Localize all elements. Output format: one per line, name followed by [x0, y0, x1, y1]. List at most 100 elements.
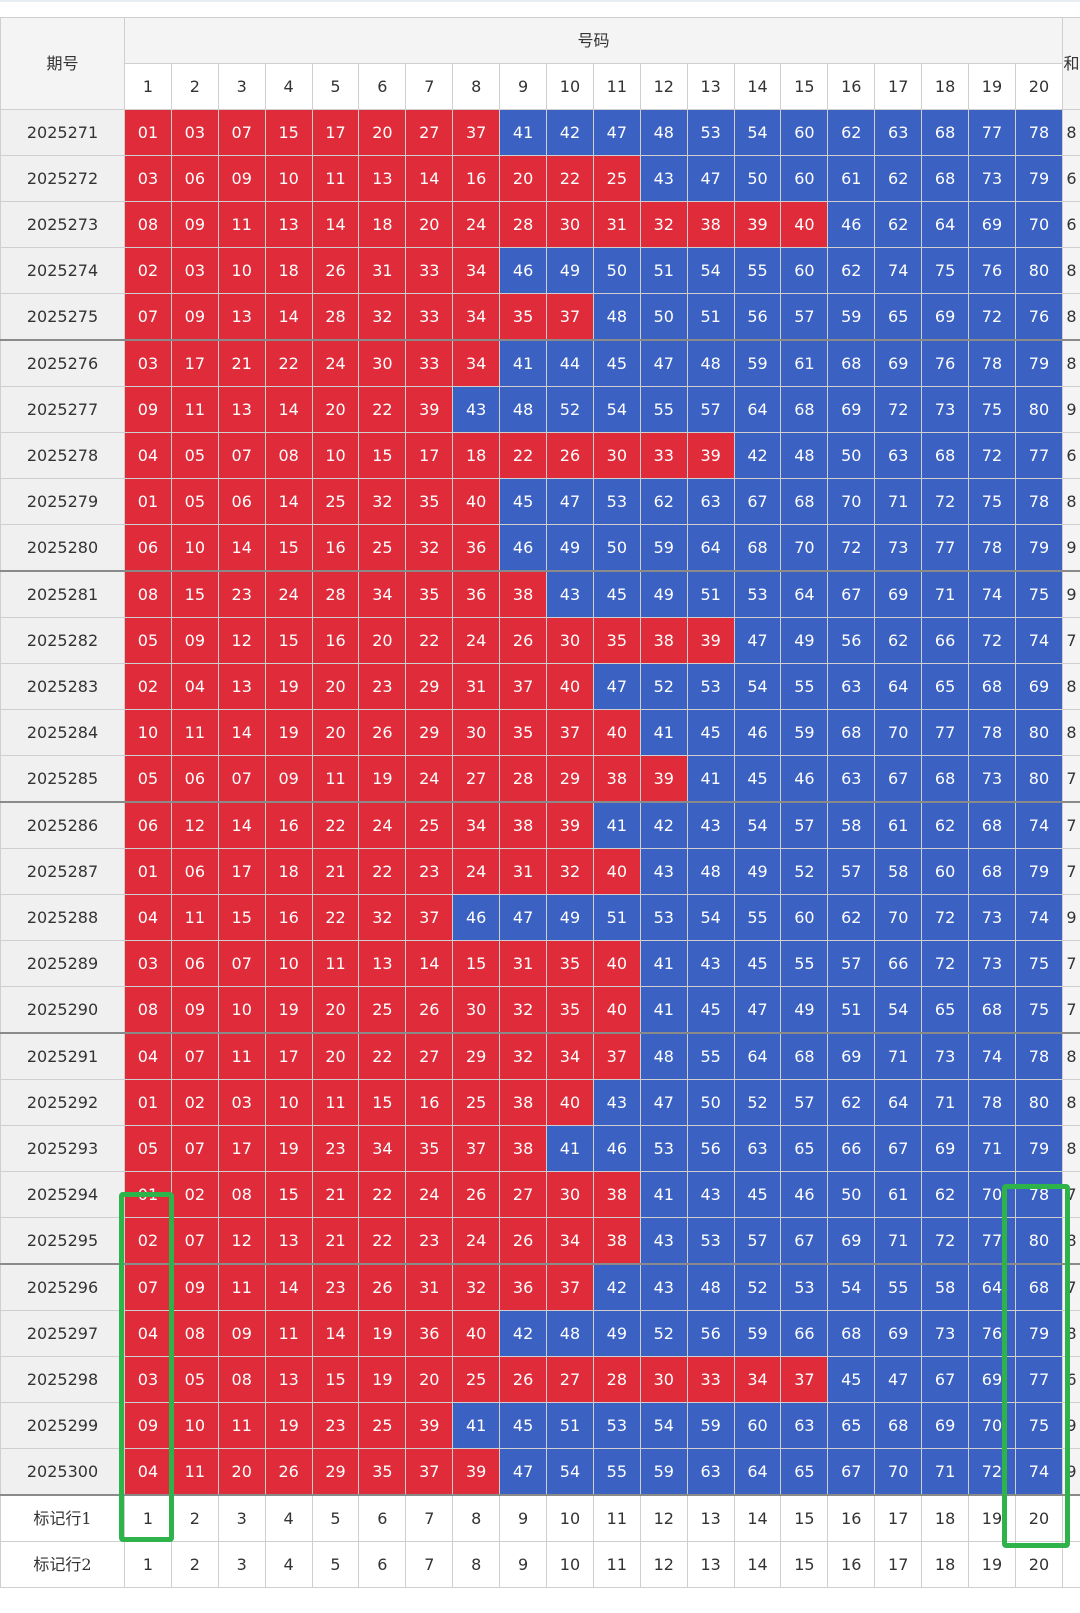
- number-cell: 17: [264, 1032, 313, 1080]
- sum-cell: 6: [1062, 432, 1080, 479]
- number-cell: 47: [499, 1448, 548, 1496]
- number-cell: 12: [217, 617, 266, 664]
- mark-cell[interactable]: 16: [827, 1541, 876, 1588]
- mark-cell[interactable]: 2: [170, 1541, 219, 1588]
- number-cell: 64: [686, 524, 735, 572]
- mark-cell[interactable]: 11: [592, 1541, 641, 1588]
- mark-cell[interactable]: 18: [921, 1494, 970, 1542]
- number-cell: 74: [968, 570, 1016, 618]
- mark-cell[interactable]: 2: [170, 1494, 219, 1542]
- number-cell: 68: [733, 524, 782, 572]
- number-cell: 11: [217, 1402, 266, 1449]
- number-cell: 69: [874, 1310, 923, 1357]
- number-cell: 58: [921, 1263, 970, 1311]
- mark-row-label: 标记行2: [0, 1541, 125, 1588]
- mark-cell[interactable]: 7: [405, 1541, 454, 1588]
- mark-cell[interactable]: 9: [499, 1494, 548, 1542]
- mark-cell[interactable]: 1: [124, 1541, 172, 1588]
- number-cell: 73: [921, 1032, 970, 1080]
- number-cell: 68: [827, 709, 876, 756]
- mark-cell[interactable]: 12: [639, 1494, 688, 1542]
- number-cell: 14: [217, 524, 266, 572]
- mark-cell[interactable]: 3: [217, 1541, 266, 1588]
- number-cell: 26: [358, 709, 407, 756]
- number-cell: 09: [217, 1310, 266, 1357]
- number-cell: 28: [499, 201, 548, 248]
- mark-cell[interactable]: 10: [546, 1541, 594, 1588]
- number-cell: 55: [592, 1448, 641, 1496]
- mark-cell[interactable]: 19: [968, 1494, 1016, 1542]
- mark-cell[interactable]: 15: [780, 1541, 829, 1588]
- mark-cell[interactable]: 14: [733, 1541, 782, 1588]
- number-cell: 62: [874, 201, 923, 248]
- mark-cell[interactable]: 16: [827, 1494, 876, 1542]
- mark-cell[interactable]: 20: [1014, 1494, 1064, 1542]
- mark-cell[interactable]: 7: [405, 1494, 454, 1542]
- number-cell: 14: [264, 293, 313, 341]
- number-cell: 25: [405, 801, 454, 849]
- mark-cell[interactable]: 11: [592, 1494, 641, 1542]
- number-cell: 53: [592, 1402, 641, 1449]
- number-cell: 11: [311, 155, 360, 202]
- number-cell: 44: [546, 339, 594, 387]
- mark-cell[interactable]: 13: [686, 1541, 735, 1588]
- period-cell: 2025281: [0, 570, 125, 618]
- number-cell: 10: [217, 986, 266, 1034]
- mark-cell[interactable]: 17: [874, 1494, 923, 1542]
- mark-cell[interactable]: 3: [217, 1494, 266, 1542]
- mark-cell[interactable]: 13: [686, 1494, 735, 1542]
- mark-cell[interactable]: 8: [452, 1494, 501, 1542]
- mark-cell[interactable]: 6: [358, 1541, 407, 1588]
- mark-cell[interactable]: 17: [874, 1541, 923, 1588]
- mark-cell[interactable]: 8: [452, 1541, 501, 1588]
- header-row: 期号 号码 和: [0, 17, 1080, 110]
- number-cell: 08: [170, 1310, 219, 1357]
- number-cell: 15: [264, 109, 313, 156]
- column-number: 11: [592, 63, 641, 110]
- sum-cell: 8: [1062, 478, 1080, 525]
- number-cell: 09: [264, 755, 313, 803]
- number-cell: 42: [592, 1263, 641, 1311]
- number-cell: 39: [733, 201, 782, 248]
- number-cell: 68: [780, 478, 829, 525]
- number-cell: 39: [405, 386, 454, 433]
- number-cell: 20: [358, 617, 407, 664]
- mark-cell[interactable]: 14: [733, 1494, 782, 1542]
- column-number: 10: [546, 63, 594, 110]
- number-cell: 34: [358, 570, 407, 618]
- mark-cell[interactable]: 5: [311, 1494, 360, 1542]
- mark-cell[interactable]: 9: [499, 1541, 548, 1588]
- table-row: 2025288 04 11 15 16 22 32 37 46 47 49 51 53 54 55 60 62 7…: [0, 894, 1080, 941]
- number-cell: 40: [592, 709, 641, 756]
- sum-cell: 8: [1062, 1125, 1080, 1172]
- number-cell: 72: [874, 386, 923, 433]
- mark-cell[interactable]: 20: [1014, 1541, 1064, 1588]
- mark-cell[interactable]: 15: [780, 1494, 829, 1542]
- number-cell: 43: [686, 801, 735, 849]
- number-cell: 03: [170, 247, 219, 294]
- number-cell: 01: [124, 848, 172, 895]
- number-cell: 12: [170, 801, 219, 849]
- number-cell: 22: [311, 894, 360, 941]
- mark-cell[interactable]: 1: [124, 1494, 172, 1542]
- table-row: 2025279 01 05 06 14 25 32 35 40 45 47 53 62 63 67 68 70 7…: [0, 478, 1080, 525]
- number-cell: 80: [1014, 755, 1064, 803]
- mark-cell[interactable]: 5: [311, 1541, 360, 1588]
- column-number: 14: [733, 63, 782, 110]
- mark-cell[interactable]: 19: [968, 1541, 1016, 1588]
- column-number: 1: [124, 63, 172, 110]
- number-cell: 65: [874, 293, 923, 341]
- number-cell: 38: [686, 201, 735, 248]
- mark-cell[interactable]: 12: [639, 1541, 688, 1588]
- period-cell: 2025300: [0, 1448, 125, 1496]
- number-cell: 55: [780, 663, 829, 710]
- mark-cell[interactable]: 18: [921, 1541, 970, 1588]
- period-cell: 2025295: [0, 1217, 125, 1265]
- number-cell: 70: [1014, 201, 1064, 248]
- number-cell: 05: [170, 432, 219, 479]
- mark-cell[interactable]: 6: [358, 1494, 407, 1542]
- mark-cell[interactable]: 10: [546, 1494, 594, 1542]
- mark-cell[interactable]: 4: [264, 1541, 313, 1588]
- number-cell: 03: [124, 155, 172, 202]
- mark-cell[interactable]: 4: [264, 1494, 313, 1542]
